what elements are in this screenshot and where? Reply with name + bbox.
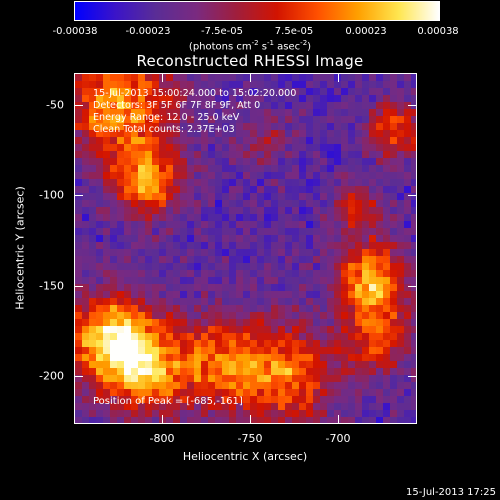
colorbar-tick-label: 0.00023 — [345, 26, 387, 37]
colorbar — [74, 1, 440, 22]
y-tick-label: -150 — [39, 279, 64, 293]
x-tick-mark — [162, 415, 163, 423]
y-axis-label: Heliocentric Y (arcsec) — [13, 186, 27, 310]
x-tick-mark — [338, 415, 339, 423]
colorbar-tick-label: 7.5e-05 — [274, 26, 314, 37]
colorbar-gradient — [74, 1, 440, 21]
y-tick-mark — [408, 376, 416, 377]
y-tick-mark — [75, 105, 83, 106]
info-detectors: Detectors: 3F 5F 6F 7F 8F 9F, Att 0 — [93, 100, 261, 111]
info-time-range: 15-Jul-2013 15:00:24.000 to 15:02:20.000 — [93, 88, 297, 99]
y-tick-mark — [408, 195, 416, 196]
y-tick-mark — [75, 286, 83, 287]
rhessi-image-plot: 15-Jul-2013 15:00:24.000 to 15:02:20.000… — [74, 73, 417, 424]
x-tick-mark — [250, 74, 251, 82]
info-energy-range: Energy Range: 12.0 - 25.0 keV — [93, 112, 240, 123]
y-tick-mark — [75, 195, 83, 196]
info-clean-counts: Clean Total counts: 2.37E+03 — [93, 124, 235, 135]
x-tick-mark — [338, 74, 339, 82]
x-tick-label: -800 — [149, 432, 175, 445]
x-tick-mark — [162, 74, 163, 82]
colorbar-tick-label: -0.00038 — [52, 26, 98, 37]
y-tick-label: -100 — [39, 188, 64, 202]
y-tick-mark — [75, 376, 83, 377]
peak-position: Position of Peak = [-685,-161] — [93, 396, 243, 407]
plot-timestamp: 15-Jul-2013 17:25 — [405, 487, 496, 498]
y-tick-mark — [408, 105, 416, 106]
colorbar-units: (photons cm-2 s-1 asec-2) — [188, 39, 312, 53]
x-tick-label: -750 — [237, 432, 263, 445]
colorbar-tick-label: 0.00038 — [417, 26, 459, 37]
x-tick-label: -700 — [325, 432, 351, 445]
y-tick-label: -200 — [39, 369, 64, 383]
plot-title: Reconstructed RHESSI Image — [136, 52, 364, 70]
rhessi-image-canvas — [75, 74, 416, 423]
colorbar-tick-label: -7.5e-05 — [201, 26, 243, 37]
x-tick-mark — [250, 415, 251, 423]
y-tick-mark — [408, 286, 416, 287]
x-axis-label: Heliocentric X (arcsec) — [182, 450, 308, 463]
colorbar-tick-label: -0.00023 — [125, 26, 171, 37]
y-tick-label: -50 — [46, 98, 64, 112]
